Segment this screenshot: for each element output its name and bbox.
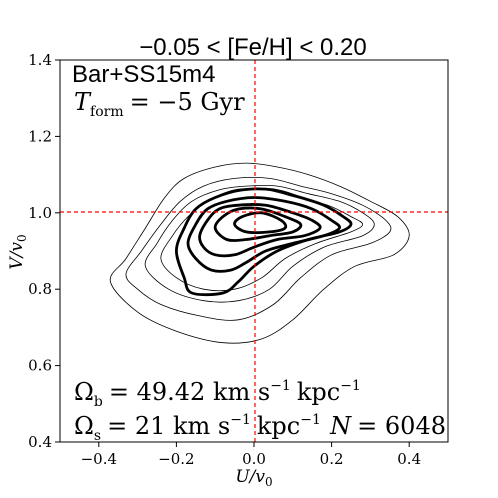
omega-s-annotation: Ωs = 21 km s−1 kpc−1 xyxy=(74,412,321,444)
contour-level-6 xyxy=(186,196,341,273)
y-tick-label: 0.4 xyxy=(28,433,52,451)
x-tick-label: −0.4 xyxy=(81,450,117,468)
x-tick-label: 0.2 xyxy=(320,450,344,468)
y-tick-label: 1.2 xyxy=(28,127,52,145)
contour-level-1 xyxy=(109,162,410,344)
x-tick-label: 0.0 xyxy=(242,450,266,468)
y-axis-label: V/v0 xyxy=(7,234,29,269)
contour-lines xyxy=(109,162,410,344)
x-tick-label: −0.2 xyxy=(158,450,194,468)
x-tick-label: 0.4 xyxy=(397,450,421,468)
contour-level-8 xyxy=(213,206,303,242)
contour-level-9 xyxy=(233,211,288,235)
x-axis-ticks: −0.4 −0.2 0.0 0.2 0.4 xyxy=(81,442,421,468)
x-axis-label: U/v0 xyxy=(235,467,272,489)
y-tick-label: 0.8 xyxy=(28,280,52,298)
omega-b-annotation: Ωb = 49.42 km s−1 kpc−1 xyxy=(74,378,361,410)
contour-level-2 xyxy=(125,177,392,321)
tform-annotation: Tform = −5 Gyr xyxy=(74,88,245,120)
model-label: Bar+SS15m4 xyxy=(72,61,215,88)
y-tick-label: 1.4 xyxy=(28,51,52,69)
contour-level-7 xyxy=(198,203,322,258)
n-annotation: N = 6048 xyxy=(329,412,446,440)
chart-title: −0.05 < [Fe/H] < 0.20 xyxy=(139,34,366,61)
contour-level-3 xyxy=(144,184,375,303)
y-axis-ticks: 0.4 0.6 0.8 1.0 1.2 1.4 xyxy=(28,51,60,451)
contour-level-5 xyxy=(175,187,353,297)
y-tick-label: 0.6 xyxy=(28,357,52,375)
y-tick-label: 1.0 xyxy=(28,204,52,222)
